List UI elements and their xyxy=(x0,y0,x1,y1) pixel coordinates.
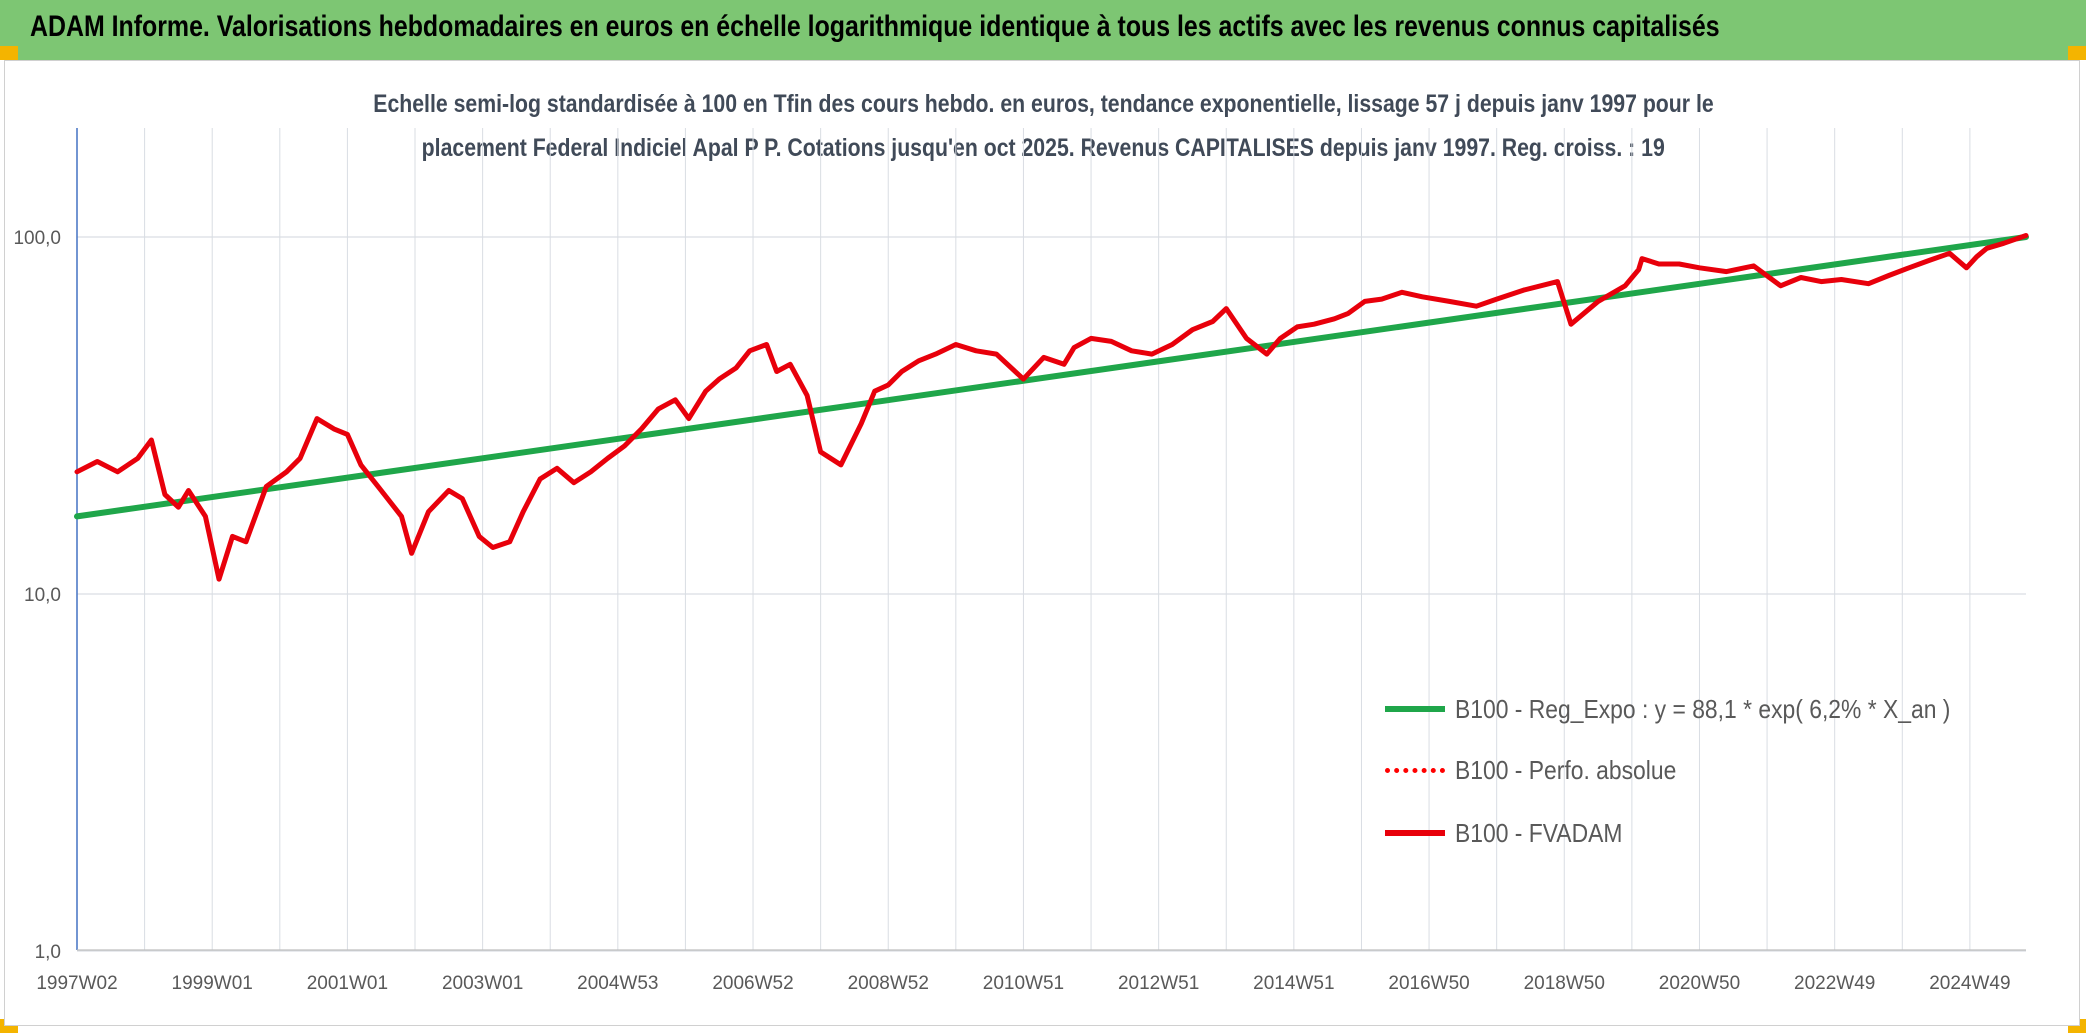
title-banner: ADAM Informe. Valorisations hebdomadaire… xyxy=(0,0,2086,60)
corner-marker-top-right xyxy=(2068,46,2086,60)
legend-label-trend: B100 - Reg_Expo : y = 88,1 * exp( 6,2% *… xyxy=(1455,693,1951,724)
banner-title: ADAM Informe. Valorisations hebdomadaire… xyxy=(30,10,1720,43)
x-tick-label: 2024W49 xyxy=(1929,973,2010,994)
legend-item-perfo-absolue: B100 - Perfo. absolue xyxy=(1385,750,1707,790)
x-tick-label: 2018W50 xyxy=(1524,973,1605,994)
x-tick-label: 2004W53 xyxy=(577,973,658,994)
x-tick-label: 2022W49 xyxy=(1794,973,1875,994)
y-tick-label: 1,0 xyxy=(35,942,61,963)
x-tick-label: 1999W01 xyxy=(172,973,253,994)
tick-label-layer: 1,0 10,0 100,0 1997W02 1999W01 2001W01 2003W01… xyxy=(13,228,2010,994)
legend-item-reg-expo: B100 - Reg_Expo : y = 88,1 * exp( 6,2% *… xyxy=(1385,689,2018,729)
legend-label-perfo: B100 - Perfo. absolue xyxy=(1455,754,1677,785)
x-tick-label: 2014W51 xyxy=(1253,973,1334,994)
legend-item-fvadam: B100 - FVADAM xyxy=(1385,813,1645,853)
x-tick-label: 2012W51 xyxy=(1118,973,1199,994)
x-tick-label: 2006W52 xyxy=(712,973,793,994)
x-tick-label: 2010W51 xyxy=(983,973,1064,994)
y-tick-label: 100,0 xyxy=(13,228,61,249)
series-line-fvadam xyxy=(74,233,2029,582)
legend-swatch-perfo xyxy=(1385,767,1445,773)
x-tick-label: 2001W01 xyxy=(307,973,388,994)
x-tick-label: 2008W52 xyxy=(848,973,929,994)
chart-frame xyxy=(4,60,2080,1026)
axis-layer xyxy=(76,128,2026,951)
chart-title-line-1: Echelle semi-log standardisée à 100 en T… xyxy=(372,90,1714,118)
legend-swatch-fvadam xyxy=(1385,830,1445,836)
y-tick-label: 10,0 xyxy=(24,585,61,606)
grid-layer xyxy=(77,128,2026,952)
x-tick-label: 1997W02 xyxy=(36,973,117,994)
series-layer xyxy=(74,233,2029,582)
x-tick-label: 2016W50 xyxy=(1388,973,1469,994)
x-tick-label: 2003W01 xyxy=(442,973,523,994)
x-tick-label: 2020W50 xyxy=(1659,973,1740,994)
series-line-trend xyxy=(74,234,2029,520)
corner-marker-top-left xyxy=(0,46,18,60)
legend-swatch-trend xyxy=(1385,706,1445,712)
chart-title-line-2: placement Federal Indiciel Apal P P. Cot… xyxy=(421,134,1665,162)
legend-label-fvadam: B100 - FVADAM xyxy=(1455,817,1623,848)
